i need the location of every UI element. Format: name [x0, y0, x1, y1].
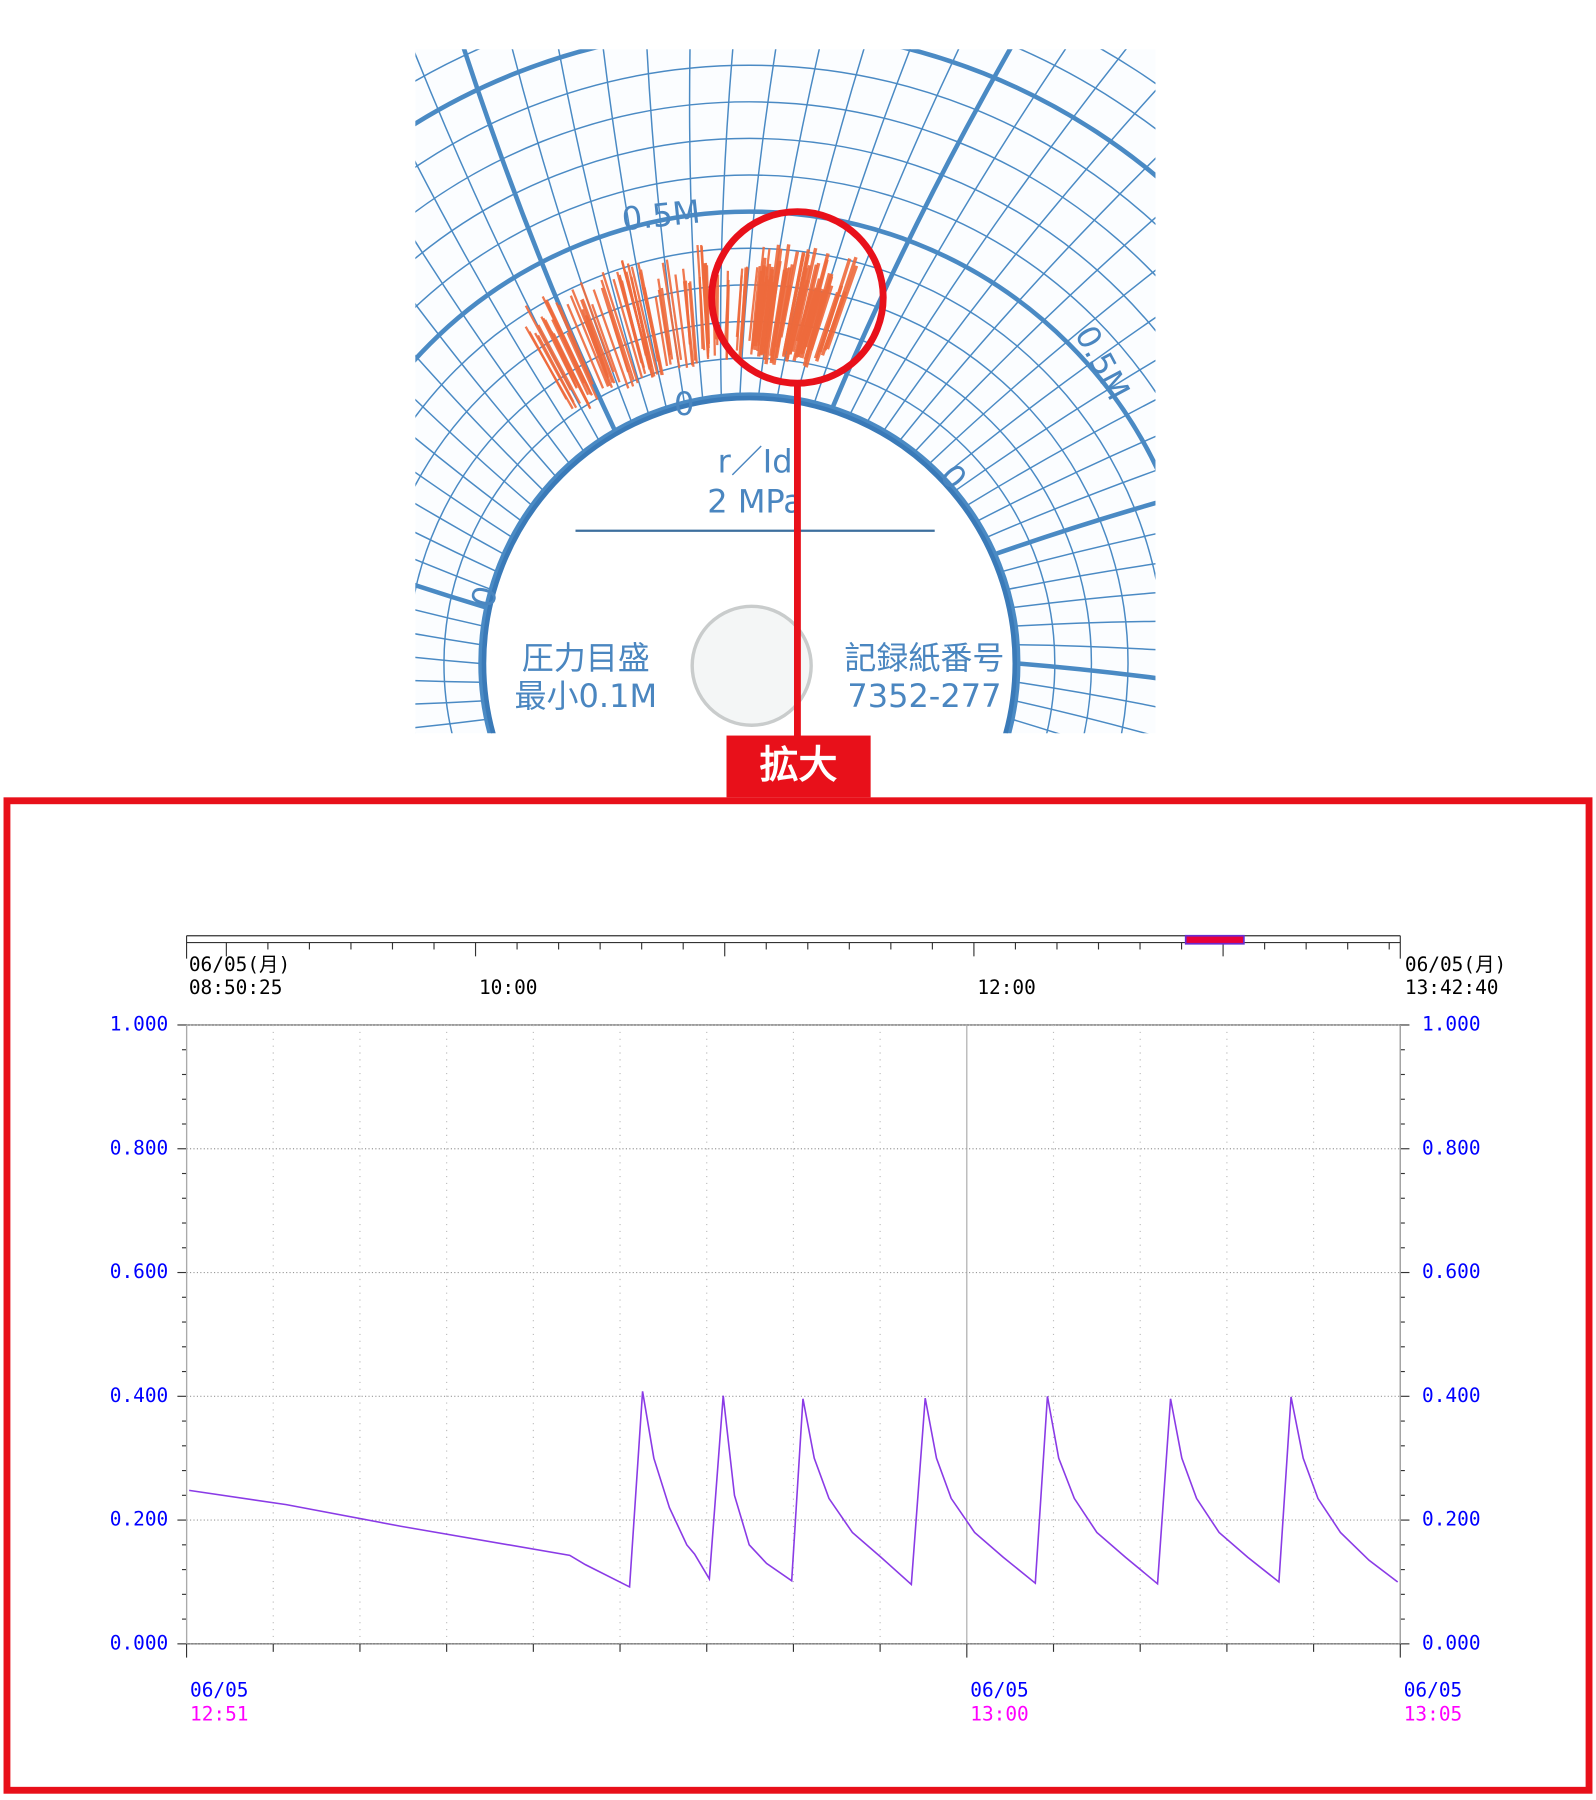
- paper-radial: [0, 790, 512, 977]
- y2-tick-label: 0.200: [1422, 1508, 1481, 1531]
- paper-radial: [94, 863, 569, 1235]
- scale-label: 0: [674, 385, 694, 423]
- hole: [692, 606, 811, 725]
- x-tick-label: 13:00: [970, 1702, 1029, 1725]
- paper-radial: [943, 850, 1298, 1338]
- zoom-frame: [7, 801, 1589, 1791]
- x-tick-date: 06/05: [1404, 1678, 1463, 1701]
- y2-tick-label: 0.400: [1422, 1384, 1481, 1407]
- paper-text: 最小0.1M: [515, 677, 658, 715]
- paper-radial: [0, 738, 491, 802]
- paper-radial: [440, 924, 685, 1475]
- overview-end-time: 13:42:40: [1405, 976, 1499, 999]
- y-tick-label: 0.400: [110, 1384, 169, 1407]
- paper-radial: [675, 932, 758, 1530]
- y2-tick-label: 0.000: [1422, 1631, 1481, 1654]
- paper-radial: [736, 931, 778, 1533]
- paper-radial: [0, 559, 481, 663]
- overview-tick-label: 12:00: [977, 976, 1036, 999]
- paper-radial: [796, 928, 809, 1531]
- badge-text: 拡大: [760, 743, 838, 788]
- paper-radial: [1012, 719, 1572, 944]
- paper-radial: [0, 755, 497, 860]
- y2-tick-label: 1.000: [1422, 1012, 1481, 1035]
- overview-window: [1186, 936, 1244, 944]
- overview-start-time: 08:50:25: [189, 976, 283, 999]
- paper-radial: [915, 875, 1199, 1407]
- paper-radial: [277, 905, 631, 1394]
- paper-radial: [615, 932, 740, 1522]
- paper-radial: [967, 822, 1387, 1256]
- y-tick-label: 0.600: [110, 1260, 169, 1283]
- y-tick-label: 0.800: [110, 1136, 169, 1159]
- overview-tick-label: 10:00: [479, 976, 538, 999]
- paper-radial: [0, 499, 481, 644]
- paper-radial: [384, 919, 667, 1452]
- paper-text: 2 MPa: [707, 482, 803, 520]
- paper-radial: [900, 886, 1146, 1437]
- overview-end-date: 06/05(月): [1405, 953, 1506, 976]
- overview-start-date: 06/05(月): [189, 953, 290, 976]
- x-tick-label: 12:51: [190, 1702, 249, 1725]
- paper-radial: [0, 440, 483, 626]
- paper-radial: [0, 620, 481, 682]
- paper-text: 圧力目盛: [522, 639, 650, 677]
- paper-radial: [0, 719, 486, 745]
- paper-radial: [995, 773, 1496, 1110]
- paper-radial: [955, 836, 1343, 1298]
- paper-text: r／Id: [718, 442, 793, 480]
- y2-tick-label: 0.800: [1422, 1136, 1481, 1159]
- paper-radial: [850, 913, 976, 1503]
- paper-radial: [497, 928, 703, 1495]
- paper-text: 7352-277: [847, 677, 1001, 715]
- paper-radial: [0, 773, 504, 920]
- y2-tick-label: 0.600: [1422, 1260, 1481, 1283]
- scale-label: 0.5M: [620, 192, 702, 238]
- paper-radial: [0, 681, 483, 706]
- y-tick-label: 0.000: [110, 1631, 169, 1654]
- paper-radial: [0, 382, 486, 607]
- x-tick-label: 13:05: [1404, 1702, 1463, 1725]
- x-tick-date: 06/05: [190, 1678, 249, 1701]
- x-tick-date: 06/05: [970, 1678, 1029, 1701]
- paper-radial: [814, 924, 857, 1526]
- paper-radial: [180, 886, 599, 1321]
- paper-radial: [987, 790, 1463, 1161]
- paper-text: 記録紙番号: [844, 639, 1004, 677]
- y-tick-label: 0.200: [110, 1508, 169, 1531]
- paper-radial: [832, 919, 917, 1516]
- trend-line: [189, 1391, 1398, 1587]
- y-tick-label: 1.000: [110, 1012, 169, 1035]
- paper-radial: [556, 931, 722, 1511]
